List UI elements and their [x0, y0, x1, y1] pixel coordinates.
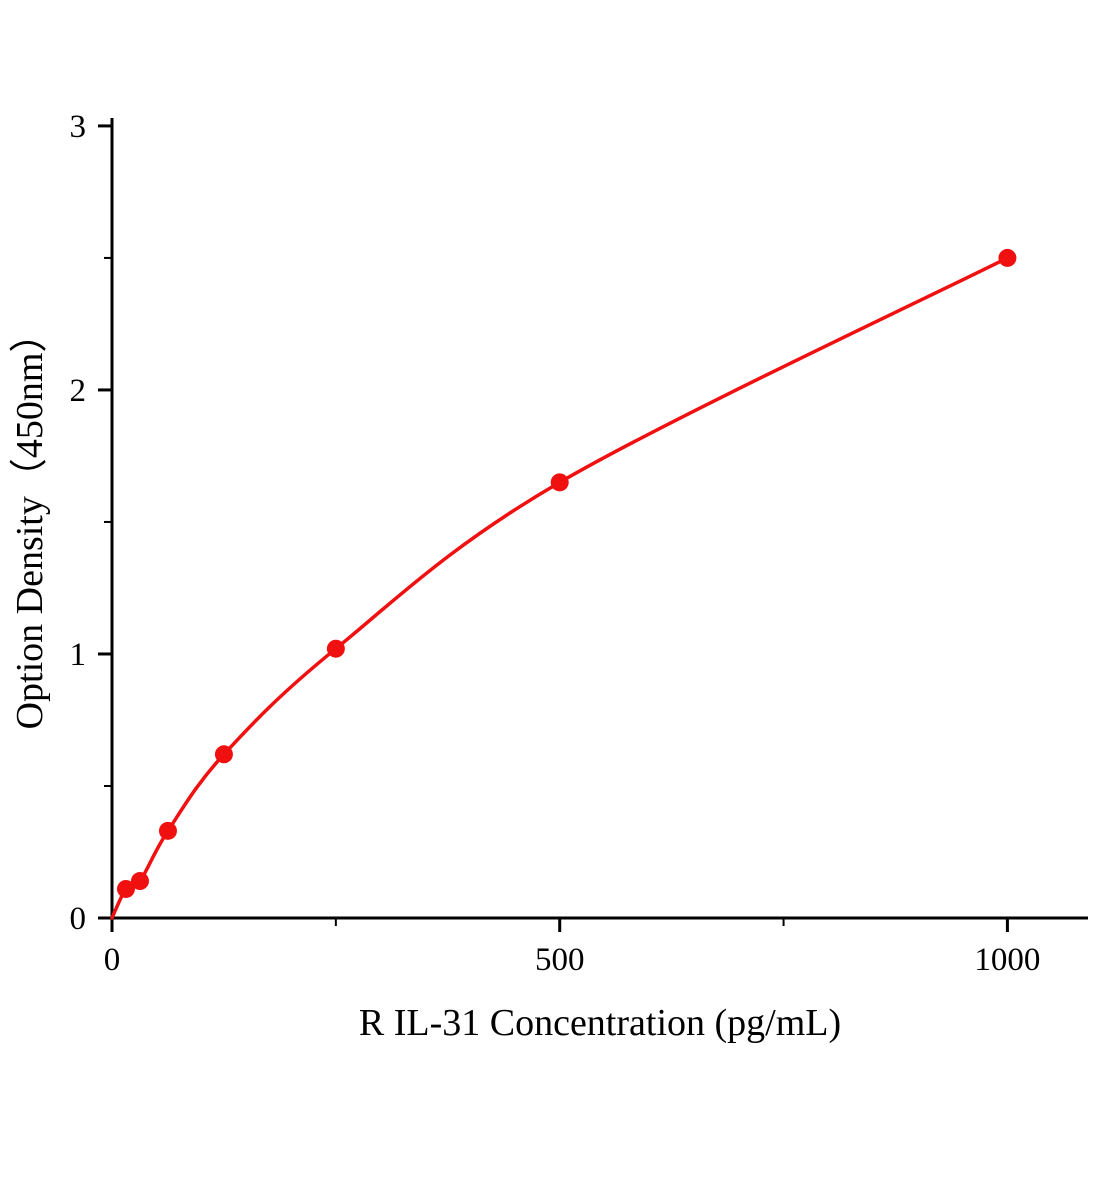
data-point: [214, 745, 233, 764]
x-tick-label: 1000: [974, 942, 1040, 978]
y-tick-label: 2: [70, 373, 87, 409]
curve-path: [110, 256, 1010, 920]
data-point: [116, 879, 135, 898]
standard-curve: [110, 256, 1010, 920]
y-tick-label: 1: [70, 637, 87, 673]
data-point: [158, 821, 177, 840]
data-points: [116, 248, 1017, 898]
y-axis-label: Option Density（450nm）: [9, 315, 51, 730]
x-axis: 0 500 1000: [104, 916, 1088, 978]
data-point: [550, 473, 569, 492]
data-point: [130, 872, 149, 891]
data-point: [326, 639, 345, 658]
data-point: [998, 248, 1017, 267]
x-axis-label: R IL-31 Concentration (pg/mL): [359, 1002, 841, 1044]
y-axis: 0 1 2 3: [70, 109, 114, 937]
x-tick-label: 0: [104, 942, 121, 978]
x-tick-label: 500: [535, 942, 585, 978]
y-tick-label: 0: [70, 901, 87, 937]
y-tick-label: 3: [70, 109, 87, 145]
